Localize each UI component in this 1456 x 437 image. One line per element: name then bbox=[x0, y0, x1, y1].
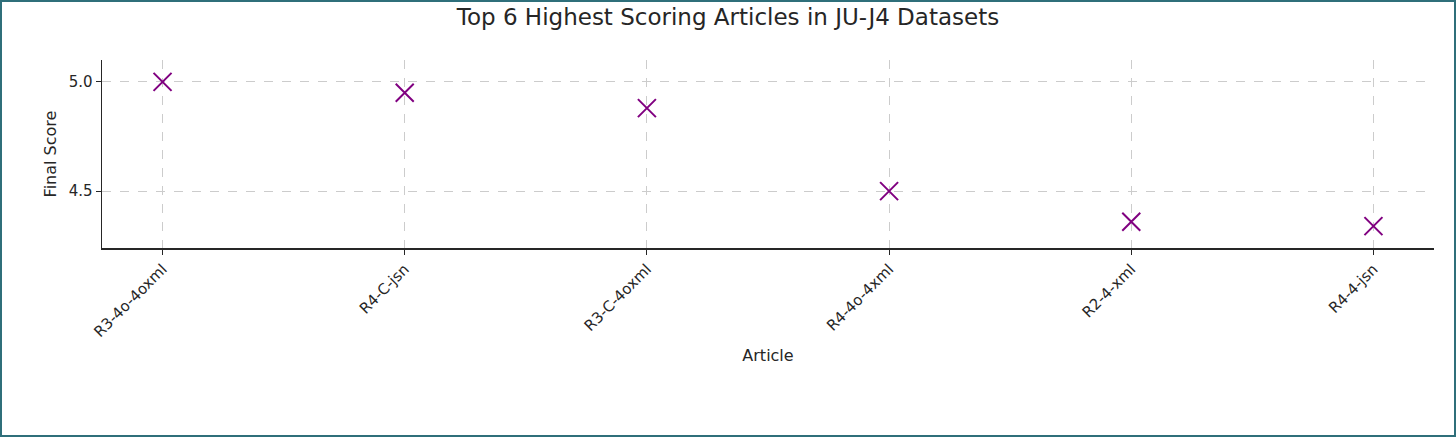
svg-text:R4-4o-4xml: R4-4o-4xml bbox=[823, 260, 897, 334]
svg-text:Top 6 Highest Scoring Articles: Top 6 Highest Scoring Articles in JU-J4 … bbox=[456, 4, 999, 30]
svg-text:4.5: 4.5 bbox=[69, 182, 93, 200]
svg-text:R4-4-jsn: R4-4-jsn bbox=[1325, 260, 1381, 316]
svg-text:Final Score: Final Score bbox=[41, 111, 60, 198]
svg-text:R3-C-4oxml: R3-C-4oxml bbox=[581, 260, 655, 334]
svg-text:5.0: 5.0 bbox=[69, 73, 93, 91]
svg-text:Article: Article bbox=[742, 346, 793, 365]
svg-text:R2-4-xml: R2-4-xml bbox=[1079, 260, 1140, 321]
svg-text:R4-C-jsn: R4-C-jsn bbox=[356, 260, 413, 317]
svg-text:R3-4o-4oxml: R3-4o-4oxml bbox=[90, 260, 170, 340]
